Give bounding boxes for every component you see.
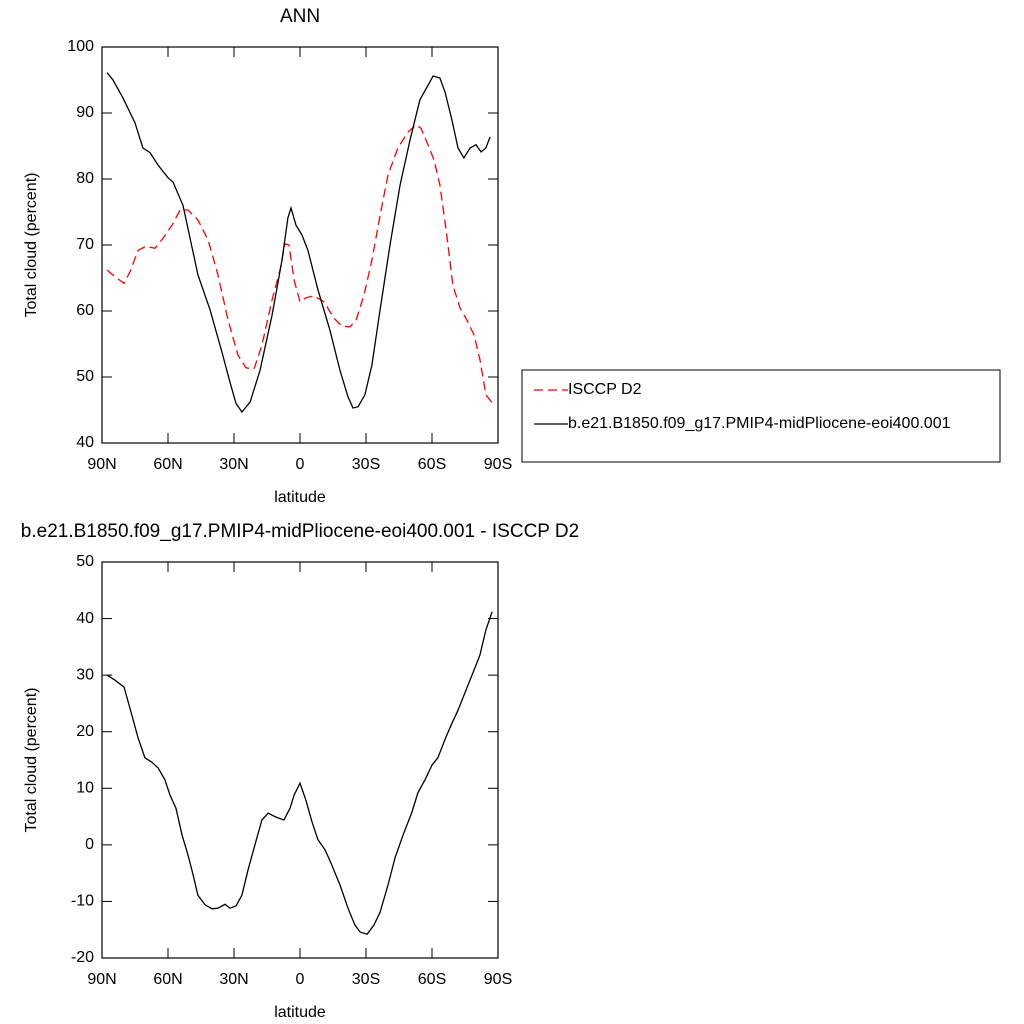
x-tick-label: 30N — [219, 971, 248, 988]
x-tick-label: 90S — [484, 456, 512, 473]
chart-title: b.e21.B1850.f09_g17.PMIP4-midPliocene-eo… — [21, 521, 579, 542]
plot-frame — [101, 561, 499, 959]
x-tick-label: 60S — [418, 456, 446, 473]
x-tick-label: 30S — [352, 456, 380, 473]
y-axis-label: Total cloud (percent) — [23, 173, 40, 318]
y-tick-label: 90 — [76, 104, 94, 121]
y-tick-label: 0 — [85, 836, 94, 853]
y-tick-label: 30 — [76, 666, 94, 683]
x-tick-label: 60S — [418, 971, 446, 988]
x-tick-label: 0 — [296, 971, 305, 988]
x-tick-label: 30N — [219, 456, 248, 473]
x-tick-label: 60N — [153, 456, 182, 473]
y-tick-label: 40 — [76, 610, 94, 627]
x-axis-label: latitude — [274, 1004, 326, 1021]
data-line — [106, 124, 493, 404]
x-tick-label: 90S — [484, 971, 512, 988]
data-line — [106, 611, 493, 935]
y-tick-label: 80 — [76, 170, 94, 187]
x-tick-label: 90N — [87, 971, 116, 988]
x-axis-label: latitude — [274, 489, 326, 506]
y-tick-label: 50 — [76, 368, 94, 385]
y-tick-label: 70 — [76, 236, 94, 253]
plot-frame — [101, 46, 499, 444]
data-line — [106, 72, 491, 414]
y-tick-label: 50 — [76, 553, 94, 570]
y-tick-label: 10 — [76, 780, 94, 797]
legend-label: ISCCP D2 — [568, 381, 642, 398]
y-tick-label: 60 — [76, 302, 94, 319]
chart-title: ANN — [280, 6, 320, 27]
y-axis-label: Total cloud (percent) — [23, 688, 40, 833]
x-tick-label: 30S — [352, 971, 380, 988]
y-tick-label: 20 — [76, 723, 94, 740]
x-tick-label: 90N — [87, 456, 116, 473]
y-tick-label: 40 — [76, 434, 94, 451]
y-tick-label: 100 — [67, 38, 94, 55]
legend-label: b.e21.B1850.f09_g17.PMIP4-midPliocene-eo… — [568, 415, 951, 432]
legend-box — [521, 369, 1001, 463]
y-tick-label: -20 — [71, 949, 94, 966]
y-tick-label: -10 — [71, 893, 94, 910]
x-tick-label: 0 — [296, 456, 305, 473]
x-tick-label: 60N — [153, 971, 182, 988]
